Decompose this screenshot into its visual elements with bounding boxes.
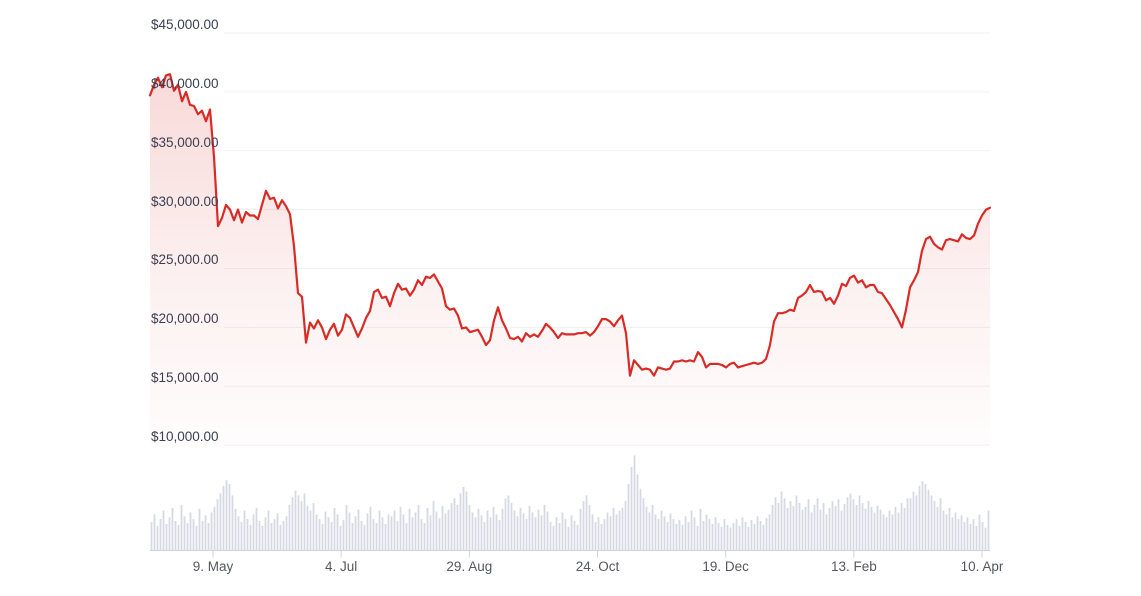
x-axis-label: 19. Dec (702, 559, 749, 574)
x-axis-label: 9. May (192, 559, 234, 574)
y-axis-label: $40,000.00 (151, 75, 219, 91)
x-axis-label: 4. Jul (325, 559, 358, 574)
x-axis-label: 29. Aug (446, 559, 493, 574)
y-axis-label: $25,000.00 (151, 252, 219, 268)
x-axis-label: 10. Apr (960, 559, 1004, 574)
y-axis-label: $35,000.00 (151, 134, 219, 150)
y-axis-label: $45,000.00 (151, 17, 219, 32)
y-axis-label: $10,000.00 (151, 429, 219, 445)
price-area-fill (150, 74, 990, 446)
y-axis-label: $30,000.00 (151, 193, 219, 209)
price-line-series (148, 73, 992, 377)
x-axis-label: 13. Feb (830, 559, 877, 574)
y-axis-label: $15,000.00 (151, 370, 219, 386)
y-axis-label: $20,000.00 (151, 311, 219, 327)
volume-bar-series (150, 455, 990, 551)
x-axis-label: 24. Oct (575, 559, 620, 574)
